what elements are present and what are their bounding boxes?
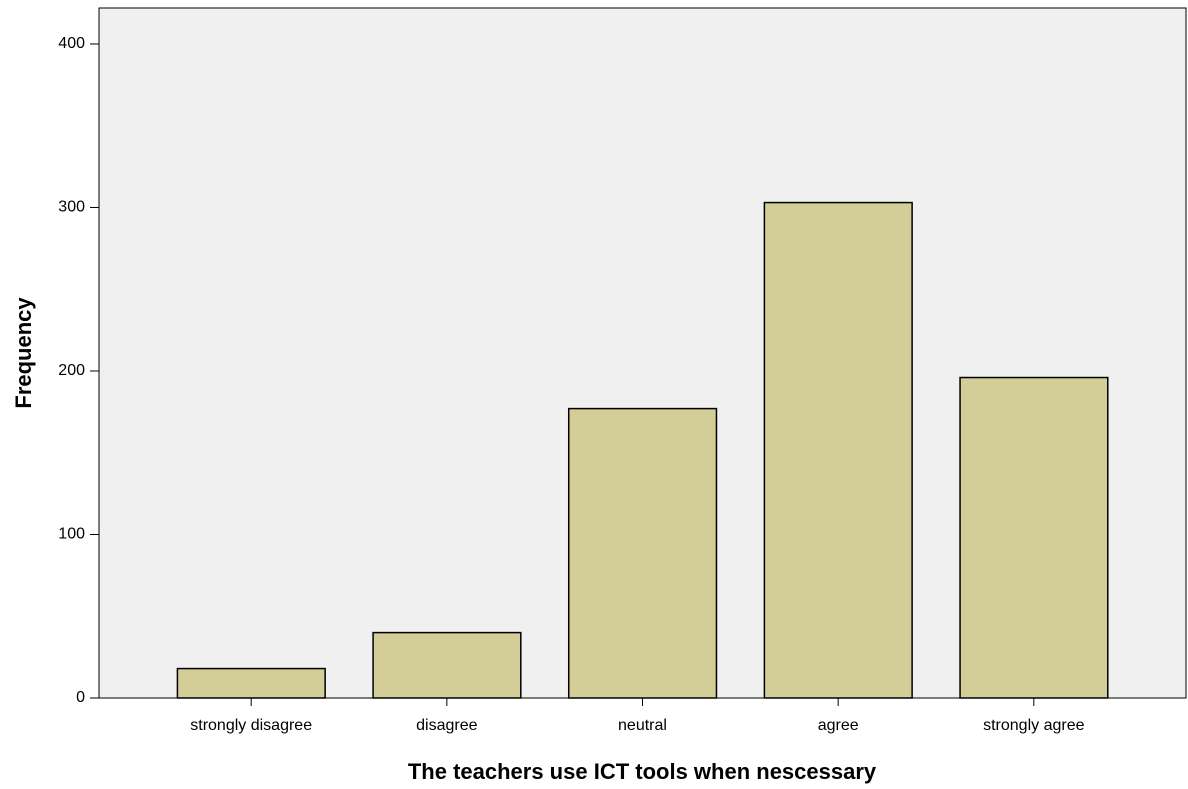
x-tick-label: agree [818, 717, 859, 734]
y-tick-label: 200 [58, 362, 85, 379]
x-tick-label: strongly agree [983, 717, 1084, 734]
bar [959, 376, 1109, 699]
y-tick-label: 400 [58, 35, 85, 52]
x-tick-label: neutral [618, 717, 667, 734]
bar [763, 201, 913, 699]
y-axis-title: Frequency [11, 297, 36, 409]
bar [372, 631, 522, 699]
y-tick-label: 100 [58, 526, 85, 543]
x-axis-title: The teachers use ICT tools when nescessa… [408, 759, 877, 784]
bar [567, 407, 718, 699]
y-tick-label: 300 [58, 199, 85, 216]
x-tick-label: disagree [416, 717, 477, 734]
y-tick-label: 0 [76, 689, 85, 706]
x-tick-label: strongly disagree [190, 717, 312, 734]
bar [176, 667, 326, 699]
